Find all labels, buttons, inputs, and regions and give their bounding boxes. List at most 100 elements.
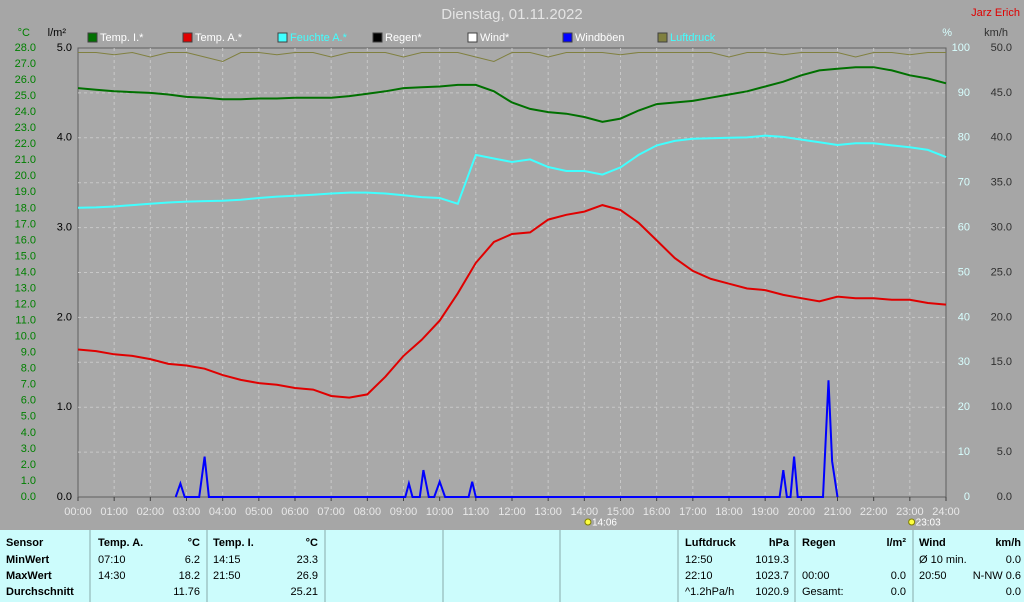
table-cell: Durchschnitt [6,586,74,598]
table-cell: 1019.3 [755,554,789,566]
table-cell: 0.0 [1006,554,1021,566]
series-line [174,380,839,498]
y-tick-label: 10.0 [991,401,1012,413]
y-tick-label: 35.0 [991,177,1012,189]
table-cell: 14:15 [213,554,241,566]
y-tick-label: 10 [958,446,970,458]
table-cell: 12:50 [685,554,713,566]
legend-label: Wind* [480,32,510,44]
y-tick-label: 0 [964,491,970,503]
y-tick-label: 25.0 [15,90,36,102]
x-tick-label: 14:00 [571,506,599,518]
table-cell: 00:00 [802,570,830,582]
legend-swatch [562,32,573,43]
x-tick-label: 17:00 [679,506,707,518]
table-cell: ^1.2hPa/h [685,586,734,598]
x-tick-label: 22:00 [860,506,888,518]
table-cell: 1020.9 [755,586,789,598]
table-cell: 0.0 [891,570,906,582]
series-line [77,204,947,399]
table-cell: 22:10 [685,570,713,582]
author: Jarz Erich [971,7,1020,19]
x-tick-label: 10:00 [426,506,454,518]
y-tick-label: 4.0 [21,427,36,439]
series-line [78,51,946,63]
legend-label: Temp. A.* [195,32,243,44]
x-tick-label: 11:00 [462,506,489,518]
x-tick-label: 06:00 [281,506,309,518]
table-cell: Luftdruck [685,537,737,549]
y-tick-label: 3.0 [21,443,36,455]
table-cell: 25.21 [290,586,318,598]
y-tick-label: 11.0 [15,315,36,327]
table-cell: MaxWert [6,570,52,582]
y-tick-label: 16.0 [15,234,36,246]
axis-unit: °C [18,27,30,39]
y-tick-label: 22.0 [15,138,36,150]
x-tick-label: 23:00 [896,506,924,518]
x-tick-label: 03:00 [173,506,201,518]
y-tick-label: 100 [952,42,970,54]
y-tick-label: 9.0 [21,347,36,359]
table-cell: Ø 10 min. [919,554,967,566]
y-tick-label: 19.0 [15,186,36,198]
legend-label: Temp. I.* [100,32,144,44]
y-tick-label: 13.0 [15,282,36,294]
y-tick-label: 70 [958,177,970,189]
legend-label: Feuchte A.* [290,32,348,44]
y-tick-label: 28.0 [15,42,36,54]
y-tick-label: 40 [958,311,970,323]
y-tick-label: 14.0 [15,266,36,278]
table-cell: hPa [769,537,790,549]
y-tick-label: 1.0 [57,401,72,413]
y-tick-label: 5.0 [997,446,1012,458]
y-tick-label: 3.0 [57,222,72,234]
y-tick-label: 6.0 [21,395,36,407]
x-tick-label: 09:00 [390,506,418,518]
y-tick-label: 24.0 [15,106,36,118]
x-tick-label: 07:00 [317,506,345,518]
x-tick-label: 21:00 [824,506,852,518]
y-tick-label: 40.0 [991,132,1012,144]
table-cell: N-NW 0.6 [973,570,1021,582]
y-tick-label: 0.0 [997,491,1012,503]
x-tick-label: 18:00 [715,506,743,518]
y-tick-label: 7.0 [21,379,36,391]
y-tick-label: 90 [958,87,970,99]
axis-unit: km/h [984,27,1008,39]
annotation: 14:06 [592,518,617,529]
axis-unit: l/m² [48,27,67,39]
table-cell: l/m² [886,537,906,549]
y-tick-label: 26.0 [15,74,36,86]
annotation: 23:03 [916,518,941,529]
y-tick-label: 20.0 [15,170,36,182]
series-line [77,134,947,209]
legend-swatch [182,32,193,43]
table-cell: °C [306,537,318,549]
sun-icon [584,518,592,526]
table-cell: 23.3 [297,554,318,566]
x-tick-label: 24:00 [932,506,960,518]
table-cell: Wind [919,537,946,549]
y-tick-label: 30.0 [991,222,1012,234]
y-tick-label: 10.0 [15,331,36,343]
y-tick-label: 17.0 [15,218,36,230]
series-line [77,66,947,123]
x-tick-label: 00:00 [64,506,92,518]
table-cell: 11.76 [173,586,200,598]
y-tick-label: 12.0 [15,298,36,310]
table-cell: °C [188,537,200,549]
y-tick-label: 27.0 [15,58,36,70]
y-tick-label: 20 [958,401,970,413]
table-cell: Gesamt: [802,586,844,598]
table-cell: 1023.7 [755,570,789,582]
table-cell: 18.2 [179,570,200,582]
x-tick-label: 02:00 [137,506,165,518]
y-tick-label: 5.0 [57,42,72,54]
y-tick-label: 15.0 [15,250,36,262]
table-cell: 26.9 [297,570,318,582]
y-tick-label: 5.0 [21,411,36,423]
table-cell: km/h [995,537,1021,549]
legend-swatch [467,32,478,43]
